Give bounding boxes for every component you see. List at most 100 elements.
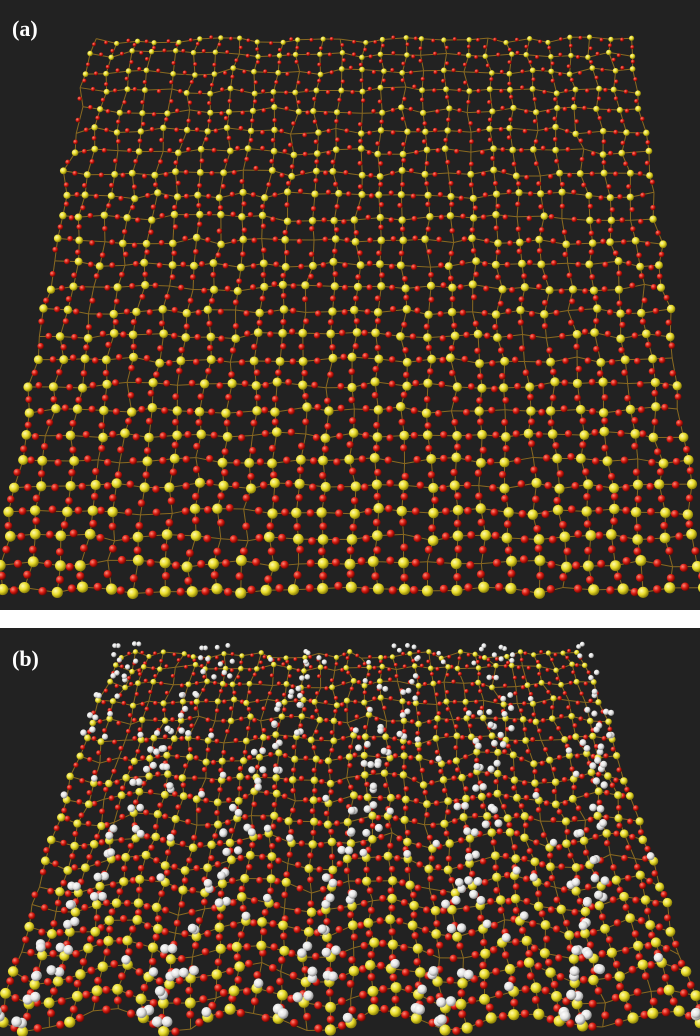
oxygen-atom bbox=[327, 768, 334, 774]
oxygen-atom bbox=[334, 118, 339, 124]
oxygen-atom bbox=[637, 406, 646, 414]
oxygen-atom bbox=[169, 274, 176, 281]
oxygen-atom bbox=[372, 518, 381, 527]
silicon-atom bbox=[494, 239, 502, 248]
oxygen-atom bbox=[260, 203, 266, 210]
silicon-atom bbox=[182, 309, 192, 318]
oxygen-atom bbox=[72, 830, 79, 837]
oxygen-atom bbox=[634, 98, 639, 104]
oxygen-atom bbox=[390, 719, 396, 725]
oxygen-atom bbox=[84, 455, 92, 463]
oxygen-atom bbox=[583, 734, 589, 740]
oxygen-atom bbox=[514, 37, 519, 42]
oxygen-atom bbox=[493, 813, 500, 821]
oxygen-atom bbox=[465, 433, 473, 441]
oxygen-atom bbox=[126, 675, 132, 681]
oxygen-atom bbox=[322, 236, 329, 243]
silicon-atom bbox=[350, 481, 361, 492]
oxygen-atom bbox=[610, 517, 619, 526]
oxygen-atom bbox=[135, 217, 141, 223]
oxygen-atom bbox=[313, 332, 321, 339]
oxygen-atom bbox=[290, 767, 297, 773]
oxygen-atom bbox=[319, 778, 325, 785]
oxygen-atom bbox=[68, 468, 76, 477]
oxygen-atom bbox=[371, 572, 380, 581]
silicon-atom bbox=[206, 355, 216, 365]
oxygen-atom bbox=[533, 839, 540, 846]
oxygen-atom bbox=[459, 309, 467, 316]
silicon-atom bbox=[168, 239, 177, 248]
silicon-atom bbox=[212, 503, 223, 514]
oxygen-atom bbox=[519, 147, 525, 153]
oxygen-atom bbox=[400, 391, 408, 399]
oxygen-atom bbox=[609, 782, 616, 789]
oxygen-atom bbox=[277, 47, 282, 52]
silicon-atom bbox=[358, 171, 366, 179]
oxygen-atom bbox=[574, 394, 582, 402]
oxygen-atom bbox=[286, 52, 291, 57]
oxygen-atom bbox=[548, 735, 554, 742]
oxygen-atom bbox=[324, 686, 329, 691]
silicon-atom bbox=[486, 125, 493, 133]
oxygen-atom bbox=[652, 307, 659, 315]
silicon-atom bbox=[320, 433, 331, 444]
bond bbox=[430, 666, 449, 669]
oxygen-atom bbox=[601, 286, 608, 293]
oxygen-atom bbox=[368, 54, 373, 59]
oxygen-atom bbox=[610, 746, 616, 752]
oxygen-atom bbox=[91, 357, 99, 364]
oxygen-atom bbox=[402, 371, 410, 379]
silicon-atom bbox=[347, 382, 357, 393]
silicon-atom bbox=[567, 34, 573, 40]
oxygen-atom bbox=[675, 532, 684, 541]
oxygen-atom bbox=[601, 417, 609, 425]
oxygen-atom bbox=[203, 136, 209, 142]
oxygen-atom bbox=[443, 137, 449, 143]
oxygen-atom bbox=[554, 158, 560, 164]
oxygen-atom bbox=[256, 319, 263, 327]
silicon-atom bbox=[396, 332, 405, 341]
oxygen-atom bbox=[102, 225, 108, 232]
silicon-atom bbox=[610, 560, 621, 572]
oxygen-atom bbox=[196, 221, 203, 228]
oxygen-atom bbox=[607, 227, 614, 234]
oxygen-atom bbox=[377, 99, 383, 104]
oxygen-atom bbox=[112, 739, 118, 745]
oxygen-atom bbox=[284, 249, 290, 256]
oxygen-atom bbox=[568, 43, 573, 48]
oxygen-atom bbox=[504, 261, 511, 268]
silicon-atom bbox=[447, 307, 457, 317]
silicon-atom bbox=[207, 109, 214, 116]
silicon-atom bbox=[631, 236, 640, 245]
oxygen-atom bbox=[493, 716, 499, 722]
oxygen-atom bbox=[433, 51, 438, 56]
oxygen-atom bbox=[117, 446, 125, 454]
oxygen-atom bbox=[439, 335, 447, 342]
oxygen-atom bbox=[39, 868, 47, 876]
oxygen-atom bbox=[571, 189, 577, 195]
oxygen-atom bbox=[288, 328, 296, 335]
oxygen-atom bbox=[135, 377, 143, 385]
oxygen-atom bbox=[214, 809, 221, 816]
silicon-atom bbox=[452, 505, 464, 516]
silicon-atom bbox=[371, 328, 380, 338]
oxygen-atom bbox=[179, 683, 185, 688]
oxygen-atom bbox=[559, 713, 564, 719]
oxygen-atom bbox=[556, 844, 563, 851]
silicon-atom bbox=[348, 428, 359, 438]
oxygen-atom bbox=[261, 108, 267, 113]
oxygen-atom bbox=[144, 706, 150, 712]
silicon-atom bbox=[586, 34, 593, 40]
oxygen-atom bbox=[592, 833, 599, 840]
oxygen-atom bbox=[472, 812, 479, 819]
silicon-atom bbox=[510, 104, 517, 112]
oxygen-atom bbox=[223, 587, 233, 597]
oxygen-atom bbox=[445, 707, 451, 712]
oxygen-atom bbox=[289, 713, 294, 719]
oxygen-atom bbox=[505, 743, 511, 749]
oxygen-atom bbox=[237, 785, 243, 792]
oxygen-atom bbox=[263, 789, 270, 796]
oxygen-atom bbox=[271, 801, 278, 808]
oxygen-atom bbox=[515, 50, 520, 55]
